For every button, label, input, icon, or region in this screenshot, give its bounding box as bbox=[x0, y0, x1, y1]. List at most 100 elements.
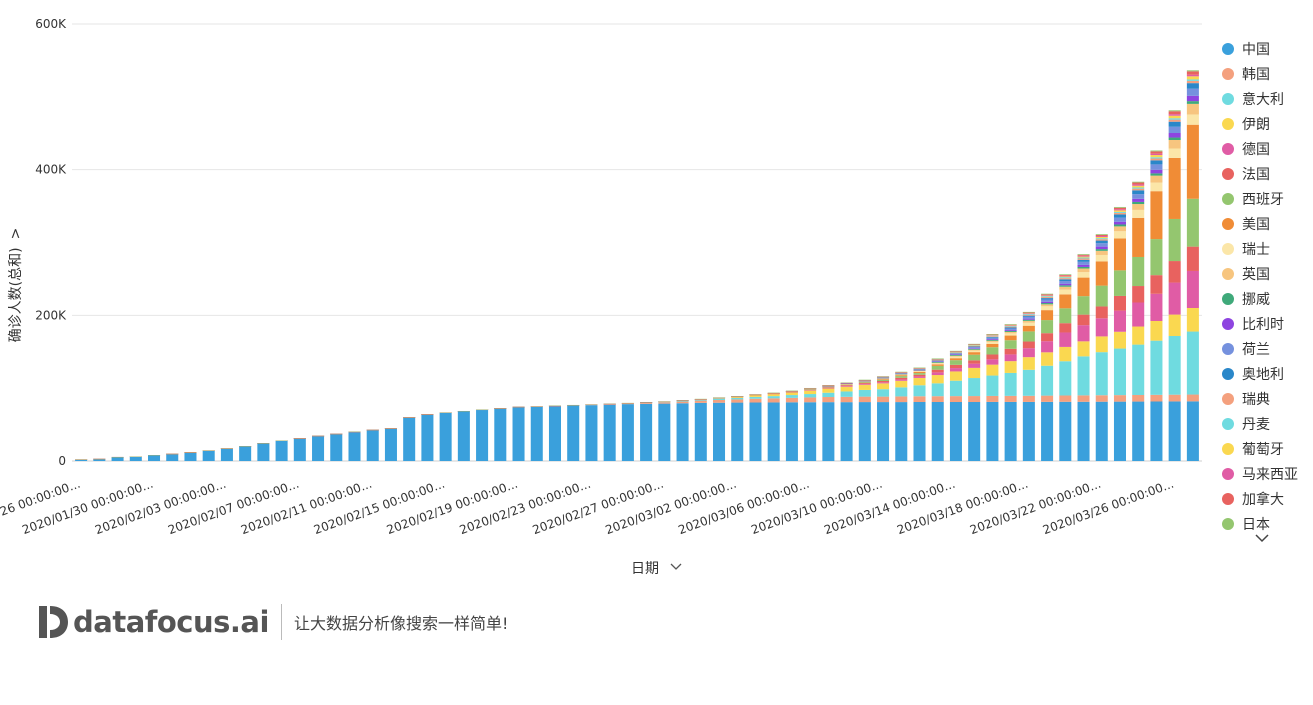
bar-segment[interactable] bbox=[1077, 255, 1090, 257]
bar-segment[interactable] bbox=[968, 396, 981, 403]
bar-segment[interactable] bbox=[1059, 294, 1072, 309]
bar-segment[interactable] bbox=[858, 389, 871, 397]
bar-segment[interactable] bbox=[877, 396, 890, 403]
bar-segment[interactable] bbox=[949, 402, 962, 461]
bar-segment[interactable] bbox=[1113, 217, 1126, 222]
bar-segment[interactable] bbox=[1041, 299, 1054, 302]
bar-segment[interactable] bbox=[949, 354, 962, 355]
bar-segment[interactable] bbox=[968, 350, 981, 353]
bar-segment[interactable] bbox=[1004, 395, 1017, 402]
bar-segment[interactable] bbox=[949, 351, 962, 353]
legend-item[interactable]: 瑞士 bbox=[1222, 236, 1298, 261]
bar-segment[interactable] bbox=[1022, 320, 1035, 323]
bar-segment[interactable] bbox=[1150, 320, 1163, 341]
bar-segment[interactable] bbox=[913, 374, 926, 377]
bar-segment[interactable] bbox=[858, 382, 871, 384]
bar-segment[interactable] bbox=[767, 396, 780, 399]
legend-item[interactable]: 丹麦 bbox=[1222, 411, 1298, 436]
bar-segment[interactable] bbox=[658, 402, 671, 404]
bar-segment[interactable] bbox=[968, 360, 981, 364]
bar-segment[interactable] bbox=[1022, 369, 1035, 396]
bar-segment[interactable] bbox=[986, 395, 999, 402]
bar-segment[interactable] bbox=[366, 429, 379, 461]
bar-segment[interactable] bbox=[621, 403, 634, 405]
bar-segment[interactable] bbox=[1168, 137, 1181, 140]
bar-segment[interactable] bbox=[1168, 121, 1181, 127]
bar-segment[interactable] bbox=[1150, 164, 1163, 170]
bar-segment[interactable] bbox=[1113, 401, 1126, 461]
bar-segment[interactable] bbox=[968, 347, 981, 349]
bar-segment[interactable] bbox=[75, 459, 88, 461]
bar-segment[interactable] bbox=[986, 339, 999, 340]
bar-segment[interactable] bbox=[986, 364, 999, 376]
bar-segment[interactable] bbox=[1132, 185, 1145, 188]
bar-segment[interactable] bbox=[1186, 76, 1199, 80]
bar-segment[interactable] bbox=[1150, 153, 1163, 156]
bar-segment[interactable] bbox=[931, 402, 944, 461]
bar-segment[interactable] bbox=[822, 397, 835, 403]
bar-segment[interactable] bbox=[512, 406, 525, 461]
bar-segment[interactable] bbox=[968, 349, 981, 351]
bar-segment[interactable] bbox=[1168, 139, 1181, 149]
bar-segment[interactable] bbox=[895, 376, 908, 378]
bar-segment[interactable] bbox=[1004, 329, 1017, 331]
bar-segment[interactable] bbox=[1168, 218, 1181, 262]
bar-segment[interactable] bbox=[457, 411, 470, 461]
bar-segment[interactable] bbox=[1041, 306, 1054, 311]
bar-segment[interactable] bbox=[658, 403, 671, 461]
bar-segment[interactable] bbox=[877, 379, 890, 380]
bar-segment[interactable] bbox=[1168, 119, 1181, 122]
bar-segment[interactable] bbox=[731, 396, 744, 398]
bar-segment[interactable] bbox=[1095, 261, 1108, 286]
bar-segment[interactable] bbox=[257, 443, 270, 461]
bar-segment[interactable] bbox=[1004, 327, 1017, 329]
bar-segment[interactable] bbox=[640, 402, 653, 404]
bar-segment[interactable] bbox=[1077, 272, 1090, 278]
bar-segment[interactable] bbox=[1095, 234, 1108, 235]
bar-segment[interactable] bbox=[822, 388, 835, 393]
bar-segment[interactable] bbox=[1150, 169, 1163, 174]
legend-item[interactable]: 中国 bbox=[1222, 36, 1298, 61]
bar-segment[interactable] bbox=[822, 392, 835, 398]
bar-segment[interactable] bbox=[895, 375, 908, 377]
legend-item[interactable]: 英国 bbox=[1222, 261, 1298, 286]
bar-segment[interactable] bbox=[949, 380, 962, 397]
bar-segment[interactable] bbox=[968, 346, 981, 348]
bar-segment[interactable] bbox=[858, 396, 871, 403]
bar-segment[interactable] bbox=[603, 404, 616, 405]
bar-segment[interactable] bbox=[1150, 173, 1163, 176]
bar-segment[interactable] bbox=[1150, 340, 1163, 395]
bar-segment[interactable] bbox=[1022, 315, 1035, 317]
bar-segment[interactable] bbox=[1077, 356, 1090, 396]
bar-segment[interactable] bbox=[1186, 71, 1199, 75]
bar-segment[interactable] bbox=[767, 393, 780, 397]
bar-segment[interactable] bbox=[895, 377, 908, 380]
bar-segment[interactable] bbox=[1132, 187, 1145, 189]
bar-segment[interactable] bbox=[1041, 297, 1054, 299]
bar-segment[interactable] bbox=[1186, 95, 1199, 102]
legend-item[interactable]: 伊朗 bbox=[1222, 111, 1298, 136]
bar-segment[interactable] bbox=[1004, 333, 1017, 336]
bar-segment[interactable] bbox=[968, 352, 981, 355]
bar-segment[interactable] bbox=[1186, 124, 1199, 199]
bar-segment[interactable] bbox=[1059, 275, 1072, 277]
bar-segment[interactable] bbox=[968, 345, 981, 346]
bar-segment[interactable] bbox=[968, 354, 981, 361]
bar-segment[interactable] bbox=[1113, 348, 1126, 396]
bar-segment[interactable] bbox=[1186, 80, 1199, 84]
bar-segment[interactable] bbox=[676, 401, 689, 404]
bar-segment[interactable] bbox=[1059, 285, 1072, 287]
bar-segment[interactable] bbox=[530, 406, 543, 461]
legend-item[interactable]: 德国 bbox=[1222, 136, 1298, 161]
bar-segment[interactable] bbox=[1150, 160, 1163, 165]
bar-segment[interactable] bbox=[1041, 293, 1054, 295]
bar-segment[interactable] bbox=[968, 378, 981, 397]
bar-segment[interactable] bbox=[1004, 324, 1017, 325]
bar-segment[interactable] bbox=[1077, 254, 1090, 255]
bar-segment[interactable] bbox=[1022, 322, 1035, 326]
bar-segment[interactable] bbox=[1022, 348, 1035, 358]
bar-segment[interactable] bbox=[1168, 115, 1181, 119]
bar-segment[interactable] bbox=[949, 358, 962, 361]
bar-segment[interactable] bbox=[1186, 394, 1199, 402]
legend-item[interactable]: 荷兰 bbox=[1222, 336, 1298, 361]
